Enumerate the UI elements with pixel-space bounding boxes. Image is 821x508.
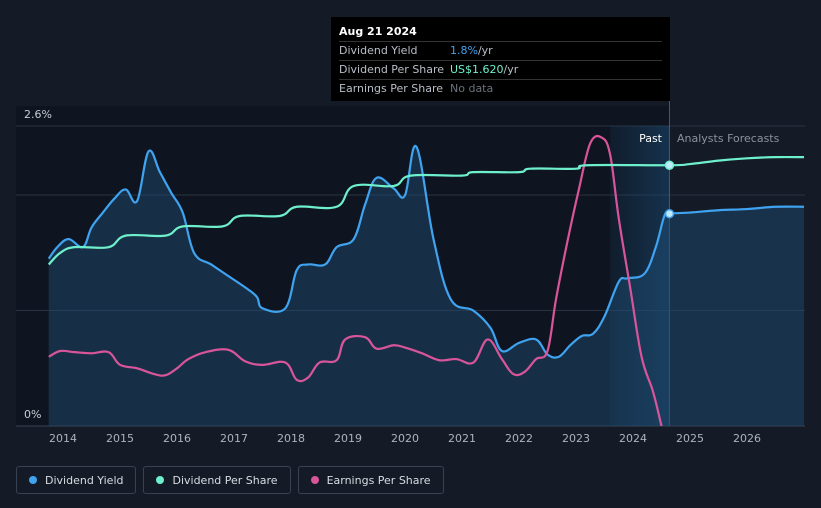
x-tick-label: 2025 xyxy=(676,432,704,445)
hover-markers xyxy=(664,160,675,219)
past-region-background xyxy=(16,106,670,426)
y-tick-label: 0% xyxy=(24,408,41,421)
x-tick-label: 2018 xyxy=(277,432,305,445)
tooltip-label: Earnings Per Share xyxy=(339,82,444,95)
past-label: Past xyxy=(639,132,663,145)
hover-marker xyxy=(664,208,675,219)
earnings-per-share-line xyxy=(48,134,663,427)
x-tick-label: 2023 xyxy=(562,432,590,445)
tooltip-unit: /yr xyxy=(477,44,493,57)
x-tick-label: 2014 xyxy=(49,432,77,445)
x-tick-label: 2019 xyxy=(334,432,362,445)
legend: Dividend Yield Dividend Per Share Earnin… xyxy=(16,466,444,494)
tooltip-value: No data xyxy=(450,82,494,95)
x-tick-label: 2026 xyxy=(733,432,761,445)
grid-lines xyxy=(16,125,805,427)
tooltip-label: Dividend Per Share xyxy=(339,63,445,76)
tooltip-value: US$1.620 xyxy=(450,63,504,76)
legend-dot-icon xyxy=(310,476,319,484)
hover-marker xyxy=(664,160,675,170)
x-tick-label: 2020 xyxy=(391,432,419,445)
y-axis-ticks: 0% 2.6% xyxy=(24,108,52,421)
x-tick-label: 2022 xyxy=(505,432,533,445)
legend-label: Dividend Per Share xyxy=(172,473,278,487)
dividend-per-share-line xyxy=(47,155,805,266)
tooltip: Aug 21 2024 Dividend Yield 1.8% /yr Divi… xyxy=(331,17,670,101)
legend-dividend-yield[interactable]: Dividend Yield xyxy=(16,466,137,494)
legend-label: Earnings Per Share xyxy=(326,473,431,487)
forecast-label: Analysts Forecasts xyxy=(677,132,780,145)
x-tick-label: 2015 xyxy=(106,432,134,445)
series-layer xyxy=(47,134,805,427)
legend-dot-icon xyxy=(156,476,165,484)
tooltip-unit: /yr xyxy=(503,63,519,76)
x-tick-label: 2016 xyxy=(163,432,191,445)
tooltip-date: Aug 21 2024 xyxy=(339,23,662,42)
x-tick-label: 2021 xyxy=(448,432,476,445)
tooltip-value: 1.8% xyxy=(450,44,478,57)
x-tick-label: 2017 xyxy=(220,432,248,445)
tooltip-row-earnings-per-share: Earnings Per Share No data xyxy=(339,80,662,98)
x-tick-label: 2024 xyxy=(619,432,647,445)
legend-dividend-per-share[interactable]: Dividend Per Share xyxy=(143,466,291,494)
legend-earnings-per-share[interactable]: Earnings Per Share xyxy=(297,466,444,494)
legend-dot-icon xyxy=(29,476,37,484)
legend-label: Dividend Yield xyxy=(45,473,124,487)
y-tick-label: 2.6% xyxy=(24,108,52,121)
tooltip-row-dividend-yield: Dividend Yield 1.8% /yr xyxy=(339,42,662,61)
tooltip-label: Dividend Yield xyxy=(339,44,418,57)
x-axis-ticks: 2014 2015 2016 2017 2018 2019 2020 2021 2022 2023… xyxy=(49,432,761,445)
tooltip-row-dividend-per-share: Dividend Per Share US$1.620 /yr xyxy=(339,61,662,80)
